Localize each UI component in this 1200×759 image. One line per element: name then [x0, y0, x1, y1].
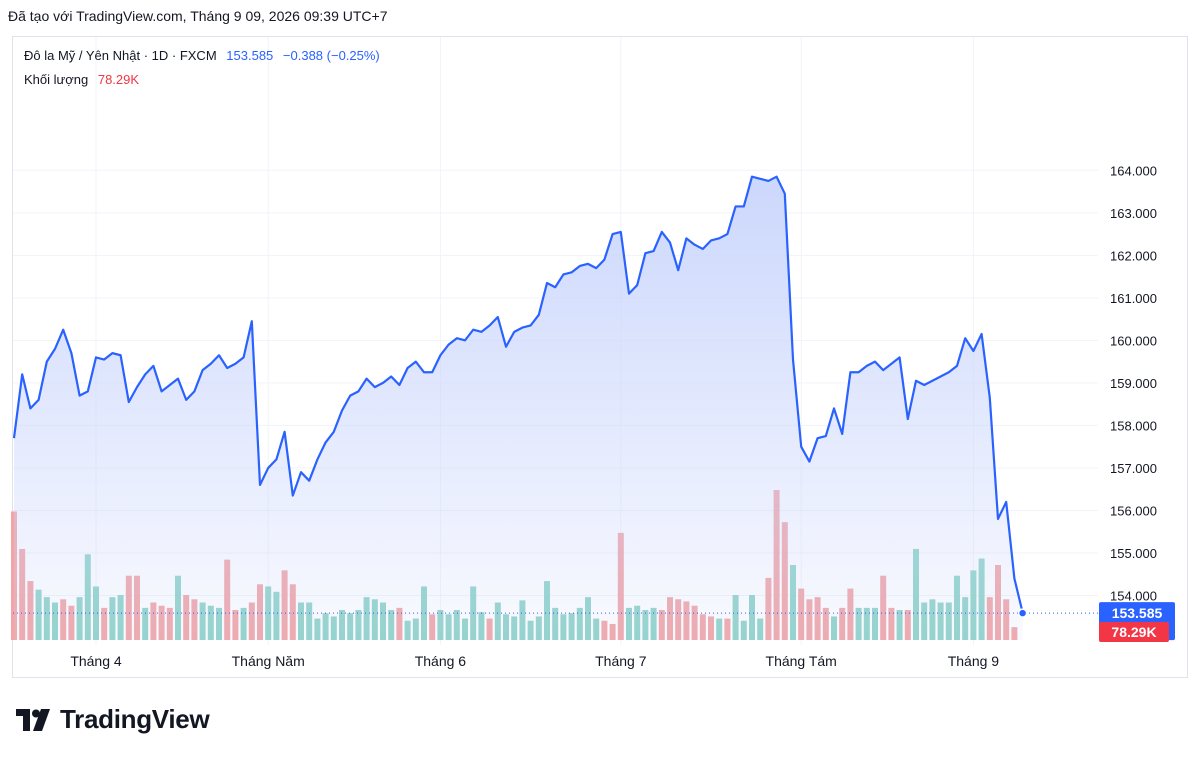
legend-symbol: Đô la Mỹ / Yên Nhật · 1D · FXCM — [24, 48, 217, 63]
volume-tag — [1099, 622, 1169, 642]
y-tick-label: 159.000 — [1110, 376, 1157, 391]
legend-price: 153.585 — [226, 48, 274, 63]
y-tick-label: 158.000 — [1110, 418, 1157, 433]
legend-volume-label: Khối lượng — [24, 72, 89, 87]
x-tick-label: Tháng Năm — [232, 653, 305, 669]
legend-symbol-row: Đô la Mỹ / Yên Nhật · 1D · FXCM 153.585 … — [24, 48, 380, 63]
y-tick-label: 160.000 — [1110, 333, 1157, 348]
volume-tag-value: 78.29K — [1111, 624, 1156, 640]
x-tick-label: Tháng 9 — [948, 653, 1000, 669]
export-header: Đã tạo với TradingView.com, Tháng 9 09, … — [8, 8, 388, 24]
last-price-dot — [1017, 608, 1028, 618]
y-tick-label: 155.000 — [1110, 546, 1157, 561]
legend-volume-value: 78.29K — [97, 72, 140, 87]
tradingview-logo: TradingView — [16, 704, 210, 735]
chart-frame — [12, 36, 1188, 678]
legend-change: −0.388 (−0.25%) — [282, 48, 380, 63]
x-tick-label: Tháng Tám — [766, 653, 837, 669]
tradingview-logo-icon — [16, 708, 50, 731]
y-tick-label: 164.000 — [1110, 163, 1157, 178]
x-tick-label: Tháng 4 — [70, 653, 122, 669]
y-tick-label: 162.000 — [1110, 248, 1157, 263]
price-line[interactable] — [12, 175, 1024, 613]
last-price-tag-value: 153.585 — [1112, 605, 1163, 621]
y-tick-label: 163.000 — [1110, 206, 1157, 221]
x-tick-label: Tháng 7 — [595, 653, 647, 669]
legend-volume-row: Khối lượng 78.29K — [24, 72, 139, 87]
y-tick-label: 154.000 — [1110, 588, 1157, 603]
y-tick-label: 161.000 — [1110, 291, 1157, 306]
price-area-fill — [14, 176, 1023, 640]
y-tick-label: 157.000 — [1110, 461, 1157, 476]
tradingview-logo-text: TradingView — [60, 704, 210, 734]
x-tick-label: Tháng 6 — [415, 653, 467, 669]
y-tick-label: 156.000 — [1110, 503, 1157, 518]
